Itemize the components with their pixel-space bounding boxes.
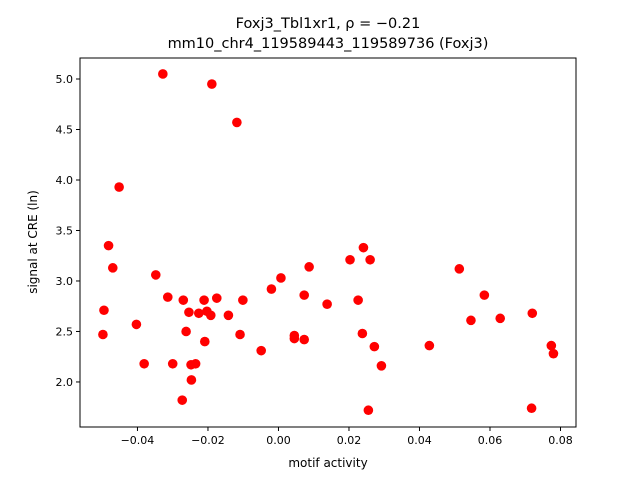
data-point — [205, 310, 216, 321]
y-tick-label: 5.0 — [56, 73, 74, 86]
data-point — [238, 295, 248, 305]
data-point — [158, 69, 168, 79]
data-point — [479, 290, 490, 300]
data-point — [131, 319, 142, 330]
x-tick-label: 0.08 — [548, 434, 573, 447]
x-tick-label: −0.04 — [121, 434, 155, 447]
y-axis-label: signal at CRE (ln) — [26, 190, 40, 294]
data-point — [358, 242, 369, 253]
data-point — [199, 336, 210, 347]
data-point — [232, 117, 242, 128]
x-axis: −0.04 −0.02 0.00 0.02 0.04 0.06 0.08 — [121, 427, 573, 447]
y-tick-label: 4.5 — [56, 123, 74, 136]
data-point — [363, 405, 374, 416]
chart-title-line2: mm10_chr4_119589443_119589736 (Foxj3) — [168, 36, 489, 52]
data-point — [345, 254, 355, 265]
data-points — [98, 69, 559, 416]
data-point — [256, 345, 266, 356]
data-point — [190, 358, 201, 369]
data-point — [527, 308, 538, 319]
data-point — [139, 358, 149, 369]
data-point — [424, 340, 435, 351]
data-point — [199, 295, 209, 305]
data-point — [299, 290, 310, 300]
x-tick-label: 0.06 — [478, 434, 503, 447]
x-axis-label: motif activity — [288, 456, 367, 470]
data-point — [162, 292, 173, 302]
data-point — [454, 264, 465, 274]
data-point — [548, 348, 559, 359]
data-point — [211, 293, 222, 303]
data-point — [369, 341, 380, 352]
y-axis: 2.0 2.5 3.0 3.5 4.0 4.5 5.0 — [56, 73, 80, 389]
data-point — [357, 328, 368, 339]
data-point — [322, 299, 332, 310]
data-point — [98, 329, 108, 340]
y-tick-label: 3.5 — [56, 224, 74, 237]
data-point — [186, 375, 197, 385]
data-point — [466, 315, 476, 326]
y-tick-label: 3.0 — [56, 275, 74, 288]
data-point — [178, 295, 189, 305]
x-tick-label: −0.02 — [191, 434, 225, 447]
chart-title-line1: Foxj3_Tbl1xr1, ρ = −0.21 — [236, 16, 421, 32]
data-point — [289, 333, 300, 344]
data-point — [353, 295, 363, 305]
y-tick-label: 2.5 — [56, 325, 74, 338]
data-point — [207, 79, 217, 89]
data-point — [365, 254, 375, 265]
data-point — [266, 284, 277, 294]
y-tick-label: 2.0 — [56, 376, 74, 389]
data-point — [184, 307, 194, 318]
x-tick-label: 0.02 — [337, 434, 362, 447]
x-tick-label: 0.00 — [266, 434, 291, 447]
data-point — [114, 182, 124, 192]
y-tick-label: 4.0 — [56, 174, 74, 187]
data-point — [526, 403, 537, 414]
plot-frame — [79, 57, 577, 428]
data-point — [223, 310, 234, 321]
data-point — [235, 329, 245, 340]
data-point — [181, 326, 191, 337]
data-point — [299, 334, 310, 345]
data-point — [99, 305, 109, 316]
data-point — [304, 262, 314, 272]
data-point — [276, 273, 286, 283]
data-point — [495, 313, 506, 324]
data-point — [107, 263, 118, 273]
data-point — [167, 358, 178, 369]
data-point — [546, 340, 557, 351]
data-point — [194, 308, 204, 319]
data-point — [103, 240, 114, 251]
x-tick-label: 0.04 — [407, 434, 432, 447]
data-point — [150, 270, 161, 280]
data-point — [177, 395, 188, 405]
data-point — [376, 361, 387, 371]
